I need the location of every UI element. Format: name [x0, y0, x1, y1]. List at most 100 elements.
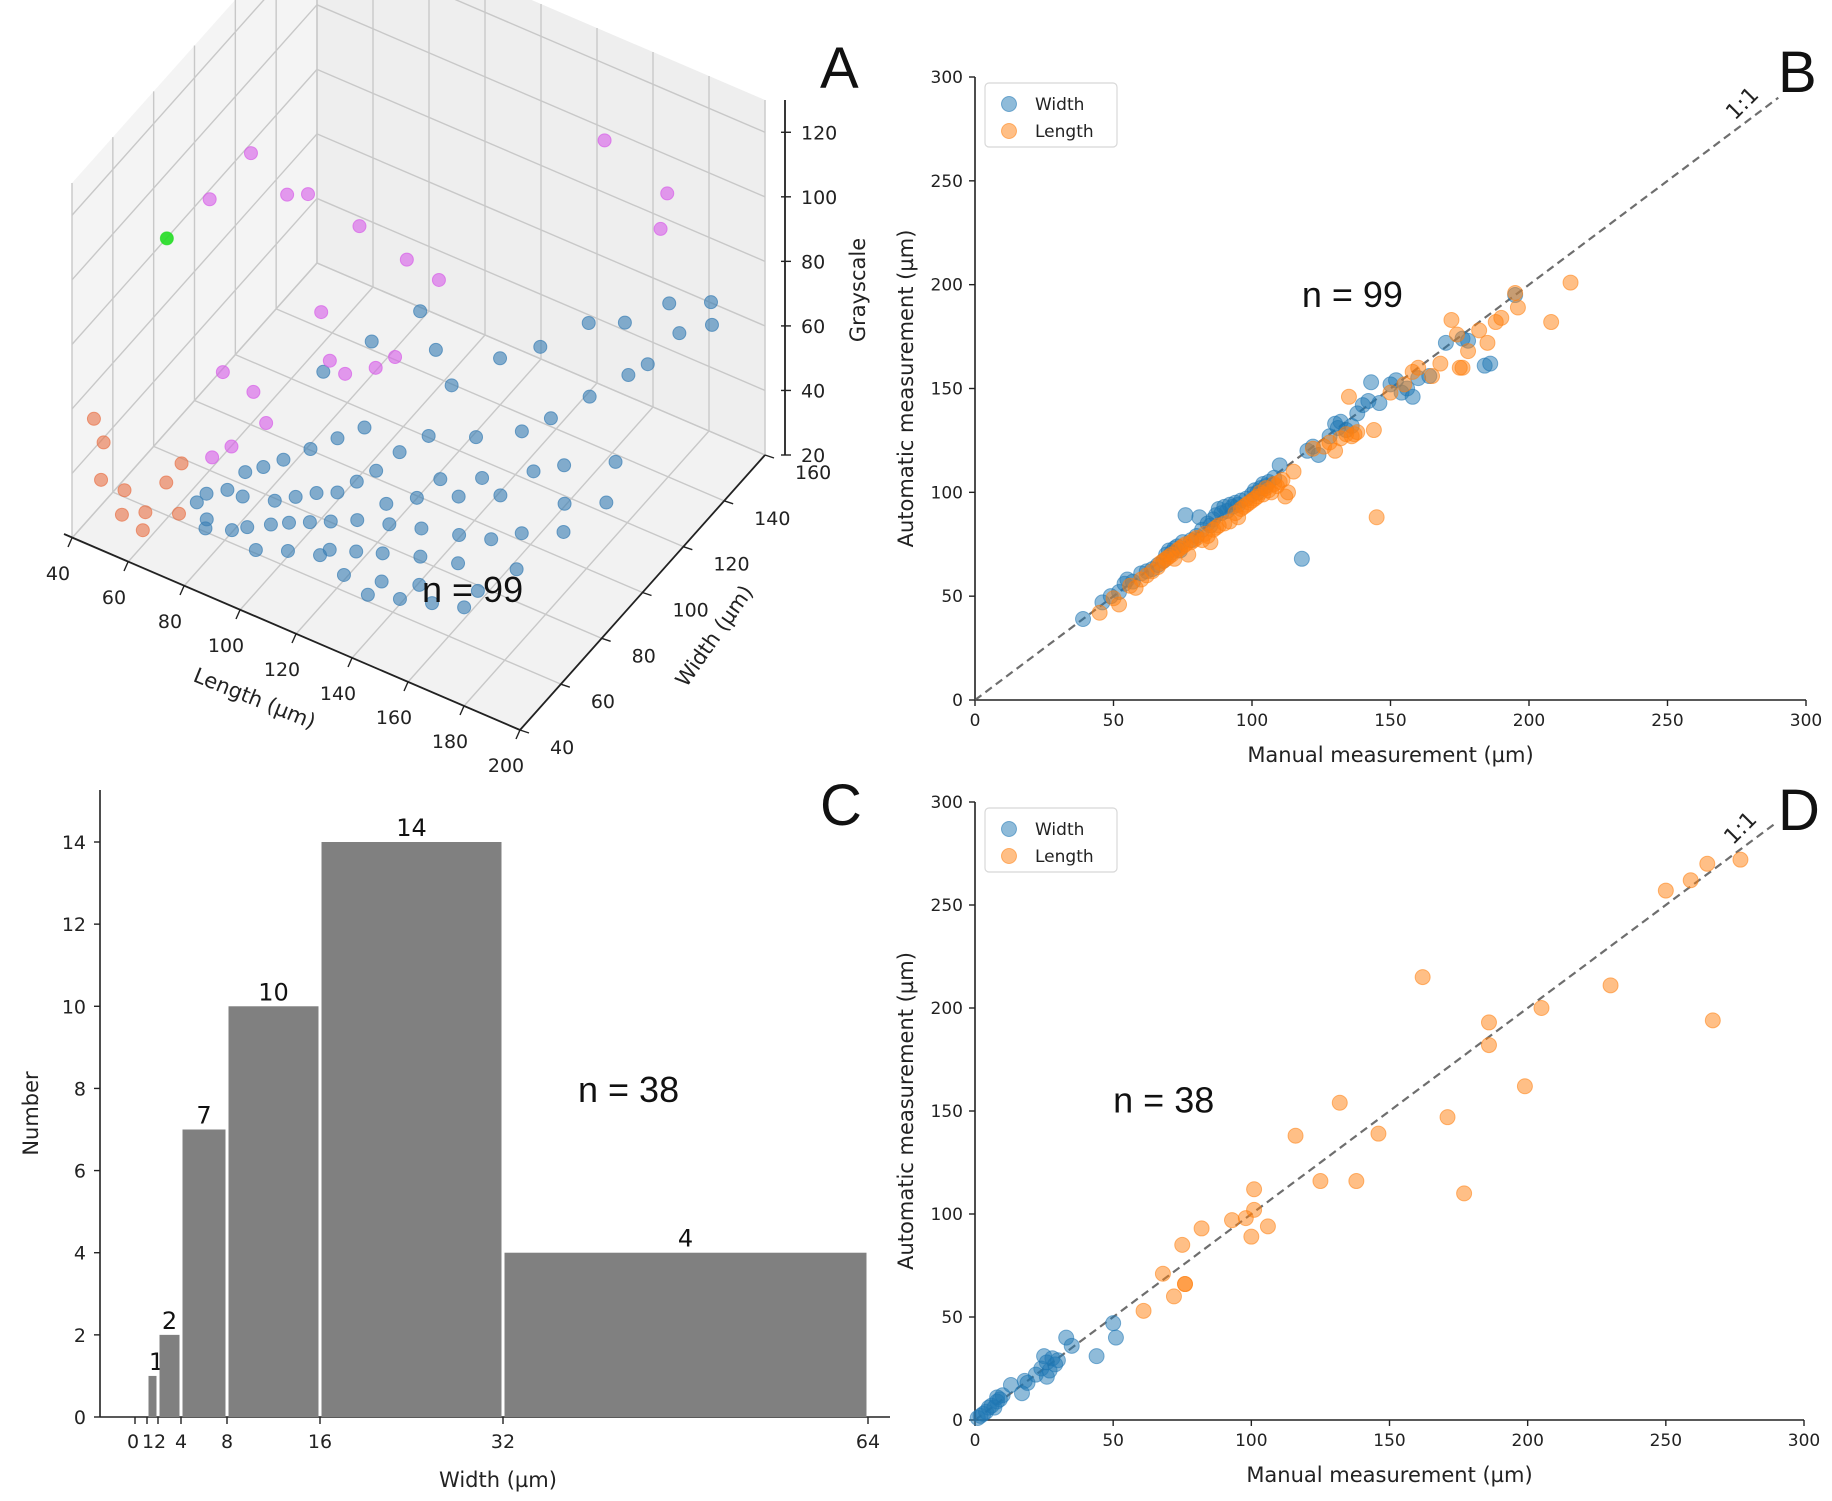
data-point	[198, 521, 213, 536]
width-axis-label: Width (µm)	[671, 581, 758, 691]
data-point	[368, 360, 383, 375]
wall-gridline	[316, 4, 766, 198]
data-point	[159, 231, 174, 246]
x-tick-label: 100	[1235, 1431, 1267, 1451]
data-point	[199, 486, 214, 501]
data-point	[215, 365, 230, 380]
y-tick-label: 50	[941, 587, 963, 607]
data-point	[364, 334, 379, 349]
x-tick-label: 0	[970, 711, 981, 731]
data-point	[1404, 388, 1421, 405]
data-point	[662, 296, 677, 311]
data-point	[1437, 334, 1454, 351]
data-point	[357, 420, 372, 435]
x-tick-label: 300	[1790, 711, 1822, 731]
data-point	[1479, 334, 1496, 351]
y-axis-label: Automatic measurement (µm)	[894, 952, 918, 1270]
data-point	[189, 495, 204, 510]
y-tick-label: 4	[74, 1243, 86, 1265]
data-point	[475, 470, 490, 485]
n-annotation: n = 99	[422, 569, 523, 610]
data-point	[1460, 343, 1477, 360]
n-annotation: n = 99	[1302, 274, 1403, 315]
x-axis-label: Manual measurement (µm)	[1247, 743, 1533, 767]
legend: Width Length	[984, 82, 1118, 148]
data-point	[452, 528, 467, 543]
data-point	[313, 548, 328, 563]
data-point	[1363, 374, 1380, 391]
y-tick-label: 0	[74, 1407, 86, 1429]
data-point	[1704, 1012, 1721, 1029]
length-tick	[459, 705, 465, 716]
data-point	[470, 583, 485, 598]
series-cluster-magenta	[202, 133, 675, 465]
x-tick-label: 0	[127, 1431, 139, 1453]
data-point	[582, 389, 597, 404]
length-tick	[347, 657, 353, 668]
length-tick-label: 80	[158, 611, 182, 633]
width-tick-label: 120	[713, 554, 749, 576]
length-tick-label: 60	[102, 587, 126, 609]
y-tick-label: 150	[931, 380, 963, 400]
data-point	[1177, 507, 1194, 524]
x-tick-label: 200	[1511, 1431, 1543, 1451]
width-tick	[560, 683, 571, 688]
data-point	[263, 517, 278, 532]
grayscale-tick-label: 20	[801, 445, 825, 467]
data-point	[1223, 1212, 1240, 1229]
x-tick-label: 200	[1513, 711, 1545, 731]
data-point	[526, 464, 541, 479]
data-point	[704, 317, 719, 332]
data-point	[1177, 1276, 1194, 1293]
y-tick-label: 0	[952, 1411, 963, 1431]
legend-label-width: Width	[1035, 820, 1084, 840]
data-point	[1480, 1014, 1497, 1031]
data-point	[1371, 395, 1388, 412]
data-point	[608, 454, 623, 469]
histogram-bar	[504, 1252, 867, 1417]
data-point	[469, 430, 484, 445]
wall-gridline	[71, 68, 318, 345]
legend-marker-width	[1001, 96, 1017, 112]
wall-gridline	[316, 68, 766, 263]
x-tick-label: 64	[856, 1431, 880, 1453]
data-point	[259, 416, 274, 431]
data-point	[1382, 384, 1399, 401]
wall-gridline	[71, 197, 318, 474]
data-point	[1682, 872, 1699, 889]
data-point	[1370, 1125, 1387, 1142]
data-point	[349, 474, 364, 489]
width-tick-label: 140	[754, 508, 790, 530]
bar-value-label: 2	[162, 1307, 177, 1335]
histogram-bar	[321, 842, 502, 1417]
data-point	[1075, 611, 1092, 628]
data-point	[1246, 1201, 1263, 1218]
data-point	[509, 562, 524, 577]
width-tick	[723, 500, 734, 505]
floor-gridline	[235, 354, 684, 548]
data-point	[672, 326, 687, 341]
x-tick-label: 50	[1103, 711, 1125, 731]
data-point	[703, 295, 718, 310]
data-point	[1516, 1078, 1533, 1095]
data-point	[330, 485, 345, 500]
length-tick-label: 140	[320, 683, 356, 705]
data-point	[1482, 355, 1499, 372]
series-cluster-orange	[86, 411, 189, 538]
data-point	[1259, 1218, 1276, 1235]
series-length	[1135, 851, 1749, 1319]
data-point	[322, 353, 337, 368]
x-tick-label: 16	[308, 1431, 332, 1453]
histogram-bar	[182, 1129, 226, 1417]
data-point	[388, 349, 403, 364]
series-length	[1091, 274, 1579, 621]
y-tick-label: 2	[74, 1325, 86, 1347]
data-point	[267, 493, 282, 508]
data-point	[543, 411, 558, 426]
data-point	[369, 463, 384, 478]
data-point	[660, 186, 675, 201]
data-point	[114, 507, 129, 522]
wall-gridline	[454, 0, 766, 133]
data-point	[599, 495, 614, 510]
data-point	[514, 526, 529, 541]
